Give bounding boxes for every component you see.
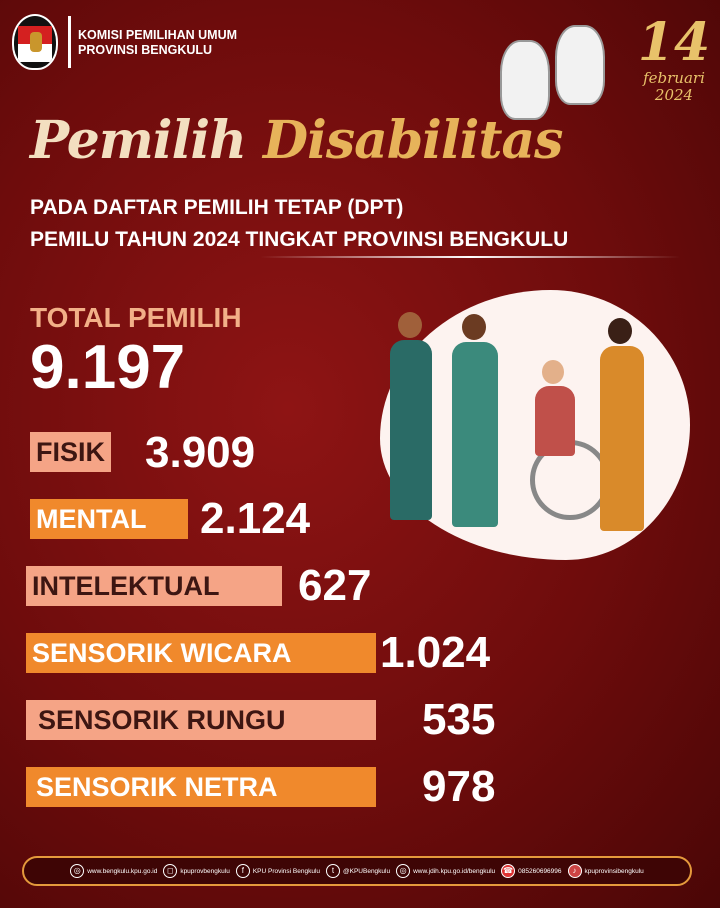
footer-jdih[interactable]: ◎ www.jdih.kpu.go.id/bengkulu [396, 864, 495, 878]
label-sensorik-rungu: SENSORIK RUNGU [26, 700, 376, 740]
label-sensorik-netra: SENSORIK NETRA [26, 767, 376, 807]
facebook-icon: f [235, 864, 250, 878]
value-intelektual: 627 [298, 561, 372, 610]
total-value: 9.197 [30, 333, 186, 402]
subtitle-line1: PADA DAFTAR PEMILIH TETAP (DPT) [30, 196, 404, 219]
globe-icon: ◎ [70, 864, 85, 878]
value-sensorik-netra: 978 [422, 762, 496, 811]
footer-tiktok[interactable]: ♪ kpuprovinsibengkulu [567, 864, 644, 878]
value-fisik: 3.909 [145, 428, 256, 477]
footer-contacts: ◎ www.bengkulu.kpu.go.id ◻ kpuprovbengkulu… [22, 856, 692, 886]
value-mental: 2.124 [200, 494, 311, 543]
title-word-2: Disabilitas [263, 110, 563, 171]
label-mental: MENTAL [30, 499, 188, 539]
twitter-icon: t [326, 864, 341, 878]
date-year: 2024 [654, 86, 694, 104]
divider [68, 16, 71, 68]
footer-phone[interactable]: ☎ 085260696996 [501, 864, 562, 878]
footer-text: www.bengkulu.kpu.go.id [87, 867, 158, 875]
title-rule [260, 256, 680, 258]
instagram-icon: ◻ [163, 864, 178, 878]
footer-twitter[interactable]: t @KPUBengkulu [326, 864, 390, 878]
date-day: 14 [637, 12, 711, 73]
election-date: 14 februari 2024 [636, 12, 712, 105]
footer-text: KPU Provinsi Bengkulu [252, 867, 321, 875]
footer-facebook[interactable]: f KPU Provinsi Bengkulu [235, 864, 321, 878]
label-fisik: FISIK [30, 432, 112, 472]
main-title: Pemilih Disabilitas [30, 110, 563, 171]
total-label: TOTAL PEMILIH [30, 302, 242, 333]
mascot-left [500, 40, 550, 120]
phone-icon: ☎ [501, 864, 516, 878]
org-line1: KOMISI PEMILIHAN UMUM [78, 28, 238, 42]
mascot-right [555, 25, 605, 105]
footer-text: @KPUBengkulu [343, 867, 391, 875]
org-line2: PROVINSI BENGKULU [78, 43, 213, 57]
footer-text: kpuprovinsibengkulu [584, 867, 644, 875]
value-sensorik-rungu: 535 [422, 695, 496, 744]
footer-text: www.jdih.kpu.go.id/bengkulu [413, 867, 496, 875]
value-sensorik-wicara: 1.024 [380, 628, 491, 677]
footer-text: 085260696996 [518, 867, 562, 875]
footer-website[interactable]: ◎ www.bengkulu.kpu.go.id [70, 864, 157, 878]
label-intelektual: INTELEKTUAL [26, 566, 282, 606]
date-month: februari [643, 69, 705, 87]
footer-instagram[interactable]: ◻ kpuprovbengkulu [163, 864, 230, 878]
title-word-1: Pemilih [30, 110, 247, 171]
org-name: KOMISI PEMILIHAN UMUM PROVINSI BENGKULU [78, 28, 237, 58]
people-illustration [370, 310, 690, 540]
kpu-logo [12, 14, 58, 70]
footer-text: kpuprovbengkulu [180, 867, 230, 875]
subtitle-line2: PEMILU TAHUN 2024 TINGKAT PROVINSI BENGK… [30, 228, 569, 251]
tiktok-icon: ♪ [567, 864, 582, 878]
label-sensorik-wicara: SENSORIK WICARA [26, 633, 376, 673]
globe-icon: ◎ [396, 864, 411, 878]
